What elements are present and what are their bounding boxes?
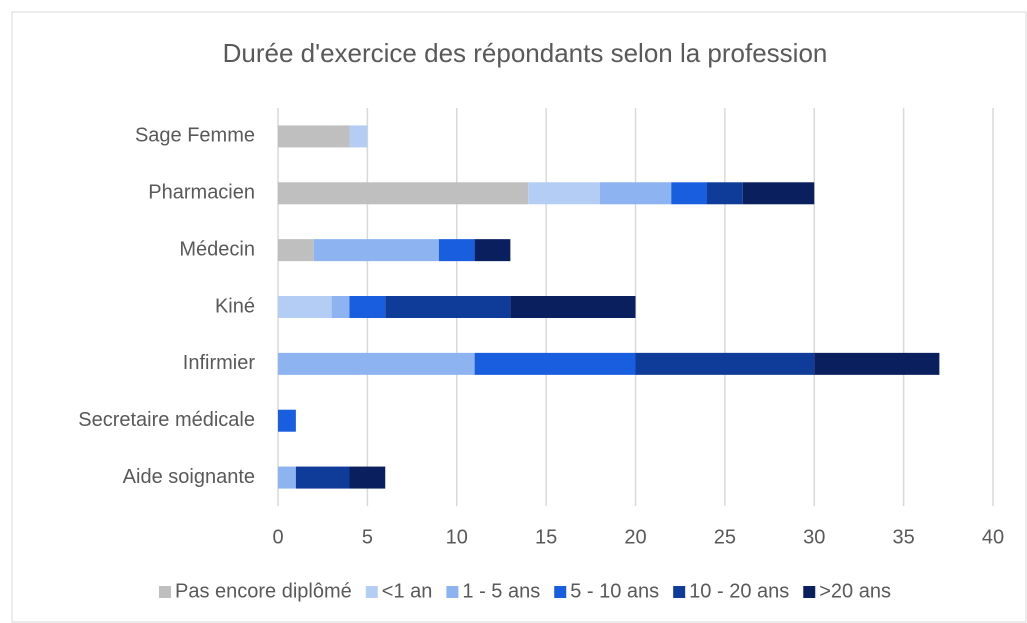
bar-segment	[349, 296, 386, 318]
bar-segment	[278, 296, 332, 318]
legend-label: 1 - 5 ans	[462, 580, 540, 602]
chart-title: Durée d'exercice des répondants selon la…	[223, 38, 828, 68]
legend-swatch	[446, 586, 459, 598]
bar-segment	[278, 182, 529, 205]
bar-segment	[707, 182, 743, 205]
legend-label: <1 an	[382, 580, 433, 602]
x-tick-label: 0	[272, 526, 283, 548]
x-tick-label: 20	[624, 526, 646, 548]
x-tick-label: 25	[714, 526, 736, 548]
y-tick-label: Kiné	[215, 295, 255, 317]
bar-segment	[742, 182, 815, 205]
bar-segment	[278, 352, 475, 375]
bar-segment	[438, 239, 475, 262]
bar-segment	[671, 182, 707, 205]
bar-segment	[278, 409, 296, 432]
y-tick-label: Sage Femme	[135, 125, 255, 147]
bar-segment	[474, 239, 511, 262]
bar-segment	[349, 466, 386, 489]
y-tick-label: Infirmier	[183, 352, 256, 374]
x-tick-label: 30	[803, 526, 825, 548]
bar-segment	[278, 466, 296, 489]
legend-swatch	[803, 586, 816, 598]
legend-label: 10 - 20 ans	[689, 580, 789, 602]
legend-label: 5 - 10 ans	[570, 580, 659, 602]
bar-segment	[528, 182, 600, 205]
x-tick-label: 10	[446, 526, 468, 548]
bar-segment	[385, 296, 511, 318]
bar-segment	[313, 239, 439, 262]
x-tick-label: 15	[535, 526, 557, 548]
x-tick-label: 40	[982, 526, 1004, 548]
bar-segment	[331, 296, 350, 318]
bar-segment	[510, 296, 636, 318]
legend-swatch	[554, 586, 567, 598]
legend-swatch	[159, 586, 172, 598]
x-tick-label: 5	[362, 526, 373, 548]
x-tick-label: 35	[893, 526, 915, 548]
y-tick-label: Secretaire médicale	[78, 409, 255, 431]
legend-label: >20 ans	[819, 580, 891, 602]
bar-segment	[295, 466, 350, 489]
bar-segment	[349, 125, 368, 148]
bar-segment	[635, 352, 815, 375]
bar-segment	[599, 182, 672, 205]
y-tick-label: Médecin	[179, 238, 255, 260]
legend-swatch	[365, 586, 378, 598]
bar-segment	[474, 352, 636, 375]
bar-segment	[278, 239, 314, 262]
bar-segment	[278, 125, 350, 148]
y-tick-label: Pharmacien	[148, 182, 255, 204]
legend-swatch	[673, 586, 686, 598]
bar-segment	[814, 352, 940, 375]
y-tick-label: Aide soignante	[123, 466, 255, 488]
legend-label: Pas encore diplômé	[175, 580, 352, 602]
